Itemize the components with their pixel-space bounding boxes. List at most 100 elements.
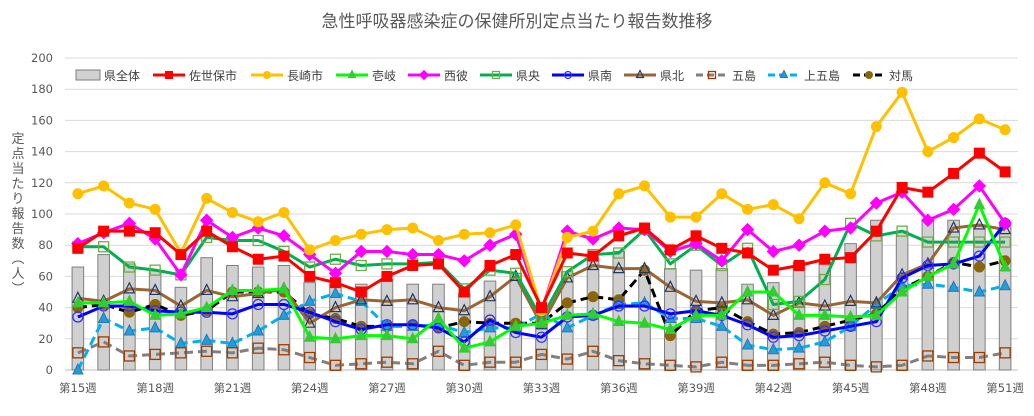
series-壱岐 xyxy=(72,197,1011,353)
legend-marker xyxy=(865,71,873,79)
data-point-県南-第33週 xyxy=(535,331,548,343)
data-point-長崎市-第17週 xyxy=(123,197,135,209)
legend-label: 五島 xyxy=(732,68,756,83)
legend-item-佐世保市: 佐世保市 xyxy=(153,68,237,83)
data-point-県北-第45週 xyxy=(844,294,857,306)
y-tick-label: 20 xyxy=(38,332,53,346)
data-point-佐世保市-第30週 xyxy=(458,286,470,298)
data-point-長崎市-第50週 xyxy=(973,113,985,125)
data-point-五島-第36週 xyxy=(613,354,625,367)
data-point-県央-第44週 xyxy=(819,273,831,286)
x-tick-label: 第36週 xyxy=(600,381,638,395)
data-point-佐世保市-第28週 xyxy=(407,259,419,271)
data-point-佐世保市-第42週 xyxy=(767,264,779,276)
data-point-五島-第29週 xyxy=(432,345,445,357)
data-point-長崎市-第38週 xyxy=(664,211,676,223)
data-point-長崎市-第34週 xyxy=(561,231,573,243)
data-point-上五島-第25週 xyxy=(329,286,342,299)
data-point-佐世保市-第43週 xyxy=(793,259,805,271)
data-point-壱岐-第16週 xyxy=(97,295,110,308)
data-point-長崎市-第27週 xyxy=(381,224,393,236)
data-point-壱岐-第42週 xyxy=(767,284,780,297)
data-point-長崎市-第30週 xyxy=(458,228,470,240)
data-point-西彼-第31週 xyxy=(483,238,497,252)
data-point-佐世保市-第21週 xyxy=(226,241,238,253)
data-point-県央-第43週 xyxy=(793,295,805,308)
data-point-壱岐-第36週 xyxy=(612,314,625,327)
legend-marker xyxy=(347,69,357,78)
data-point-壱岐-第34週 xyxy=(561,308,574,320)
data-point-五島-第16週 xyxy=(97,336,110,348)
data-point-県南-第25週 xyxy=(329,315,342,328)
data-point-県北-第46週 xyxy=(870,295,883,308)
data-point-上五島-第17週 xyxy=(123,323,136,336)
data-point-県央-第34週 xyxy=(561,266,573,278)
data-point-壱岐-第50週 xyxy=(973,197,986,210)
x-tick-label: 第18週 xyxy=(136,381,174,395)
data-point-県南-第15週 xyxy=(72,311,84,323)
data-point-県北-第35週 xyxy=(587,258,599,271)
data-point-壱岐-第38週 xyxy=(664,322,677,334)
x-tick-label: 第24週 xyxy=(291,381,329,395)
legend-marker xyxy=(418,69,430,81)
bar-series-group xyxy=(71,219,1012,371)
data-point-県央-第38週 xyxy=(664,258,676,270)
data-point-県南-第41週 xyxy=(741,319,754,331)
legend-label: 長崎市 xyxy=(287,68,323,83)
gridlines xyxy=(65,57,1018,371)
data-point-佐世保市-第18週 xyxy=(149,227,161,239)
data-point-県北-第25週 xyxy=(329,300,342,313)
data-point-佐世保市-第31週 xyxy=(484,259,496,271)
data-point-長崎市-第47週 xyxy=(896,86,908,98)
data-point-長崎市-第28週 xyxy=(407,222,419,234)
legend-marker xyxy=(491,70,501,80)
data-point-佐世保市-第32週 xyxy=(510,249,522,261)
chart-title: 急性呼吸器感染症の保健所別定点当たり報告数推移 xyxy=(322,12,713,32)
data-point-県央-第27週 xyxy=(381,258,393,270)
data-point-西彼-第23週 xyxy=(277,229,291,243)
x-axis-ticks: 第15週 第18週 第21週 第24週 第27週 第30週 第33週 第36週 第39週 第42週… xyxy=(59,381,1024,395)
bar-第21週 xyxy=(226,264,239,371)
data-point-長崎市-第35週 xyxy=(587,225,599,237)
data-point-佐世保市-第50週 xyxy=(973,147,985,159)
x-tick-label: 第33週 xyxy=(523,381,561,395)
data-point-県南-第47週 xyxy=(896,272,908,284)
data-point-五島-第24週 xyxy=(304,351,316,364)
data-point-上五島-第34週 xyxy=(561,320,574,333)
data-point-県北-第20週 xyxy=(200,283,213,296)
data-point-県南-第38週 xyxy=(664,308,676,320)
data-point-佐世保市-第17週 xyxy=(123,225,135,237)
data-point-五島-第23週 xyxy=(278,344,290,356)
data-point-佐世保市-第41週 xyxy=(742,247,754,259)
x-tick-label: 第39週 xyxy=(677,381,715,395)
data-point-県南-第44週 xyxy=(819,325,831,337)
legend-label: 対馬 xyxy=(889,69,913,83)
series-長崎市 xyxy=(72,86,1011,317)
x-tick-label: 第27週 xyxy=(368,381,406,395)
data-point-五島-第18週 xyxy=(149,348,161,361)
bar-第50週 xyxy=(973,225,986,371)
data-point-五島-第21週 xyxy=(226,347,239,359)
data-point-県北-第37週 xyxy=(638,261,651,274)
legend-item-長崎市: 長崎市 xyxy=(251,68,323,83)
data-point-長崎市-第39週 xyxy=(690,211,702,223)
legend-marker xyxy=(563,70,573,80)
data-point-県北-第40週 xyxy=(715,295,728,308)
data-point-長崎市-第51週 xyxy=(999,124,1011,136)
data-point-西彼-第26週 xyxy=(354,244,368,259)
data-point-長崎市-第26週 xyxy=(355,228,367,240)
bar-第22週 xyxy=(251,266,265,371)
bar-第47週 xyxy=(895,230,909,371)
data-point-上五島-第44週 xyxy=(819,334,831,347)
data-point-県央-第36週 xyxy=(613,247,625,259)
y-tick-label: 140 xyxy=(31,145,53,159)
data-point-佐世保市-第45週 xyxy=(845,252,857,264)
legend-label: 県央 xyxy=(516,69,540,83)
data-point-長崎市-第41週 xyxy=(742,203,754,215)
legend-label: 壱岐 xyxy=(372,69,396,83)
data-point-長崎市-第18週 xyxy=(149,203,161,215)
data-point-県南-第37週 xyxy=(638,300,651,312)
data-point-壱岐-第44週 xyxy=(819,308,831,320)
legend-label: 佐世保市 xyxy=(189,68,237,83)
data-point-壱岐-第32週 xyxy=(509,319,522,331)
